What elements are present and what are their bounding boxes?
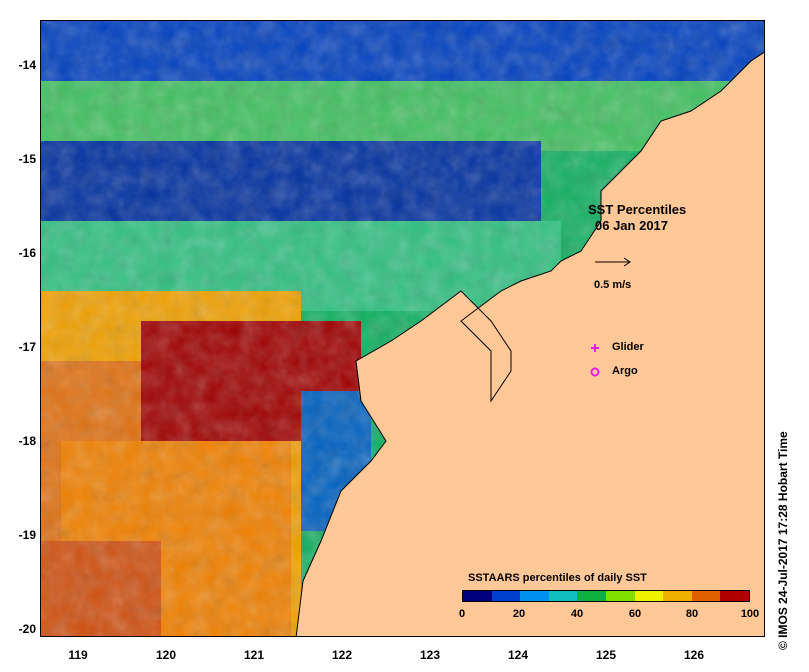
vector-scale-label: 0.5 m/s (594, 279, 632, 291)
colorbar (462, 590, 750, 602)
vector-arrow-icon (595, 257, 631, 267)
x-tick: 121 (243, 648, 265, 662)
credit-text: © IMOS 24-Jul-2017 17:28 Hobart Time (776, 431, 790, 650)
glider-legend-label: Glider (612, 341, 644, 353)
x-tick: 124 (507, 648, 529, 662)
x-tick: 120 (155, 648, 177, 662)
colorbar-segment (720, 591, 749, 601)
x-tick: 126 (683, 648, 705, 662)
colorbar-segment (520, 591, 549, 601)
colorbar-label: 80 (685, 608, 699, 620)
colorbar-segment (577, 591, 606, 601)
colorbar-segment (548, 591, 578, 601)
x-tick: 119 (68, 648, 88, 662)
map-date: 06 Jan 2017 (595, 218, 669, 233)
y-tick: -19 (18, 528, 36, 542)
x-tick: 123 (419, 648, 441, 662)
sst-field (41, 21, 764, 636)
colorbar-segment (491, 591, 521, 601)
colorbar-segment (605, 591, 635, 601)
colorbar-label: 60 (628, 608, 642, 620)
colorbar-segment (634, 591, 664, 601)
argo-legend-label: Argo (612, 365, 638, 377)
x-tick: 125 (595, 648, 617, 662)
colorbar-segment (691, 591, 721, 601)
colorbar-title: SSTAARS percentiles of daily SST (468, 572, 647, 584)
sst-map (41, 21, 764, 636)
land-area (295, 51, 764, 636)
y-tick: -17 (18, 340, 36, 354)
colorbar-segment (663, 591, 692, 601)
colorbar-label: 0 (458, 608, 466, 620)
y-tick: -20 (18, 622, 36, 636)
y-tick: -16 (18, 246, 36, 260)
y-tick: -14 (18, 58, 36, 72)
x-tick: 122 (331, 648, 353, 662)
colorbar-label: 20 (512, 608, 526, 620)
colorbar-label: 100 (740, 608, 760, 620)
colorbar-segment (463, 591, 492, 601)
glider-marker-icon (591, 344, 599, 352)
argo-marker-icon (590, 367, 600, 377)
colorbar-label: 40 (570, 608, 584, 620)
map-panel (40, 20, 765, 637)
y-tick: -18 (18, 434, 36, 448)
map-title: SST Percentiles (588, 202, 687, 217)
y-tick: -15 (18, 152, 36, 166)
